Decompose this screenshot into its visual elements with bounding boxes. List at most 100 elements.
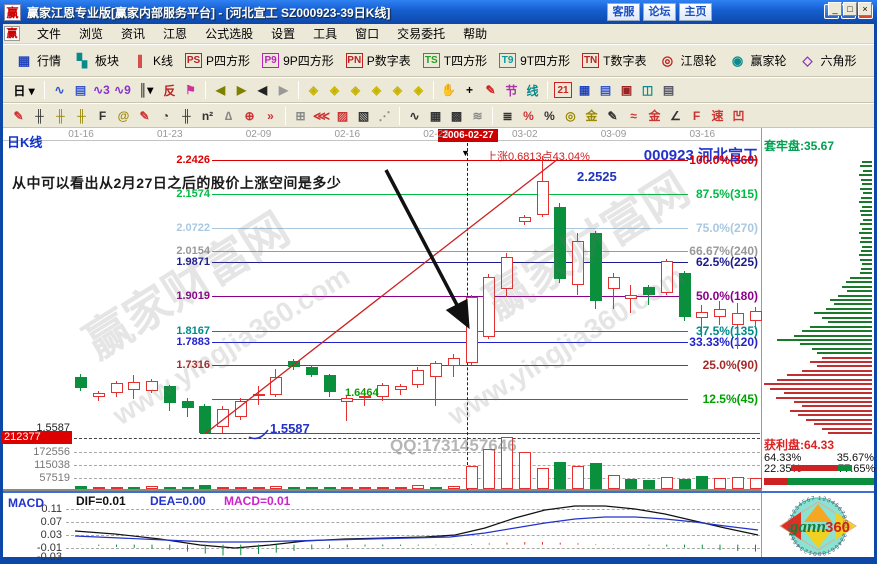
draw-icon-17[interactable]: ▧ [357,108,370,123]
draw-icon-9[interactable]: n² [201,108,214,123]
tool-icon-19[interactable]: ◈ [392,83,403,97]
tool-icon-25[interactable]: 节 [505,83,518,98]
tool-icon-3[interactable]: ▤ [74,83,87,97]
tool-icon-2[interactable]: ∿ [54,83,65,97]
draw-icon-30[interactable]: ✎ [607,108,618,123]
draw-icon-26[interactable]: % [523,108,534,123]
draw-icon-15[interactable]: ⋘ [312,108,331,123]
tool-icon-32[interactable]: ◫ [641,83,654,97]
menu-item-4[interactable]: 公式选股 [205,27,254,41]
draw-icon-36[interactable]: 凹 [732,109,745,123]
toolbar-button-六角形[interactable]: ◇ 六角形 [794,50,864,71]
toolbar-button-P数字表[interactable]: PN P数字表 [341,50,418,71]
tool-icon-29[interactable]: ▦ [578,83,591,97]
tool-icon-18[interactable]: ◈ [371,83,382,97]
draw-icon-16[interactable]: ▨ [336,108,349,123]
K线-icon: ∥ [136,52,144,68]
draw-icon-25[interactable]: ≣ [502,108,513,123]
draw-icon-32[interactable]: 金 [648,109,661,123]
candle-body [75,377,87,388]
title-bar-links: 客服 论坛 主页 [607,3,712,21]
tool-icon-30[interactable]: ▤ [599,83,612,97]
draw-icon-6[interactable]: ✎ [139,108,150,123]
tool-icon-11[interactable]: ▶ [236,83,247,97]
tool-icon-4[interactable]: ∿3 [93,83,110,97]
draw-icon-33[interactable]: ∠ [670,108,681,123]
draw-icon-10[interactable]: ∆ [224,108,233,123]
draw-icon-29[interactable]: 金 [585,109,598,123]
draw-icon-4[interactable]: F [98,108,107,123]
tool-icon-0[interactable]: 日 ▾ [13,83,35,98]
customer-service-button[interactable]: 客服 [607,3,640,21]
tool-icon-20[interactable]: ◈ [413,83,424,97]
menu-item-9[interactable]: 帮助 [463,27,488,41]
toolbar-button-P四方形[interactable]: PS P四方形 [180,50,257,71]
homepage-button[interactable]: 主页 [679,3,712,21]
menu-item-2[interactable]: 资讯 [121,27,146,41]
volume-bar [323,486,336,489]
menu-item-5[interactable]: 设置 [271,27,296,41]
tool-icon-26[interactable]: 线 [526,83,539,98]
tool-icon-5[interactable]: ∿9 [114,83,131,97]
forum-button[interactable]: 论坛 [643,3,676,21]
draw-icon-3[interactable]: ╫ [77,108,86,123]
menu-item-1[interactable]: 浏览 [79,27,104,41]
mdi-minimize-button[interactable]: _ [828,2,842,16]
tool-icon-33[interactable]: ▤ [662,83,675,97]
chip-bar-green [800,343,872,346]
draw-icon-2[interactable]: ╫ [56,108,65,123]
menu-item-3[interactable]: 江恩 [163,27,188,41]
toolbar-button-9T四方形[interactable]: T9 9T四方形 [494,50,577,71]
menu-item-6[interactable]: 工具 [313,27,338,41]
draw-icon-5[interactable]: @ [117,108,130,123]
menu-item-8[interactable]: 交易委托 [397,27,446,41]
menu-item-0[interactable]: 文件 [37,27,62,41]
draw-icon-34[interactable]: F [692,108,701,123]
draw-icon-12[interactable]: » [267,108,274,123]
tool-icon-17[interactable]: ◈ [350,83,361,97]
draw-icon-35[interactable]: 速 [711,109,724,123]
draw-icon-28[interactable]: ◎ [565,108,576,123]
tool-icon-22[interactable]: ✋ [441,83,456,97]
toolbar-button-板块[interactable]: ▚ 板块 [68,50,126,71]
tool-icon-23[interactable]: + [465,83,473,97]
chip-bar-red [777,378,872,381]
toolbar-button-T数字表[interactable]: TN T数字表 [577,50,653,71]
tool-icon-31[interactable]: ▣ [620,83,633,97]
tool-icon-10[interactable]: ◀ [215,83,226,97]
mdi-restore-button[interactable]: □ [843,2,857,16]
toolbar-button-K线[interactable]: ∥ K线 [126,50,180,71]
draw-icon-8[interactable]: ╫ [182,108,191,123]
draw-icon-11[interactable]: ⊕ [244,108,255,123]
draw-icon-22[interactable]: ▩ [450,108,463,123]
toolbar-button-江恩轮[interactable]: ◎ 江恩轮 [653,50,723,71]
chip-bar-green [860,209,872,212]
draw-icon-27[interactable]: % [544,108,555,123]
tool-icon-7[interactable]: 反 [163,83,176,98]
tool-icon-12[interactable]: ◀ [257,83,268,97]
menu-item-7[interactable]: 窗口 [355,27,380,41]
draw-icon-1[interactable]: ╫ [35,108,44,123]
draw-icon-7[interactable]: ◔ [161,108,170,123]
level-price-label: 1.8167 [176,325,210,337]
toolbar-button-9P四方形[interactable]: P9 9P四方形 [257,50,341,71]
volume-bar [270,486,283,489]
draw-icon-18[interactable]: ⋰ [378,108,391,123]
tool-icon-24[interactable]: ✎ [485,83,496,97]
toolbar-button-T四方形[interactable]: TS T四方形 [418,50,494,71]
tool-icon-13[interactable]: ▶ [278,83,289,97]
draw-icon-23[interactable]: ≋ [472,108,483,123]
tool-icon-16[interactable]: ◈ [329,83,340,97]
mdi-close-button[interactable]: × [858,2,872,16]
draw-icon-14[interactable]: ⊞ [295,108,306,123]
draw-icon-21[interactable]: ▦ [429,108,442,123]
toolbar-button-赢家轮[interactable]: ◉ 赢家轮 [723,50,793,71]
tool-icon-15[interactable]: ◈ [308,83,319,97]
tool-icon-8[interactable]: ⚑ [185,83,196,97]
toolbar-button-行情[interactable]: ▦ 行情 [10,50,68,71]
tool-icon-28[interactable]: 21 [554,82,572,98]
tool-icon-6[interactable]: ║▾ [138,83,154,97]
draw-icon-0[interactable]: ✎ [13,108,24,123]
draw-icon-20[interactable]: ∿ [409,108,420,123]
draw-icon-31[interactable]: ≈ [630,108,637,123]
